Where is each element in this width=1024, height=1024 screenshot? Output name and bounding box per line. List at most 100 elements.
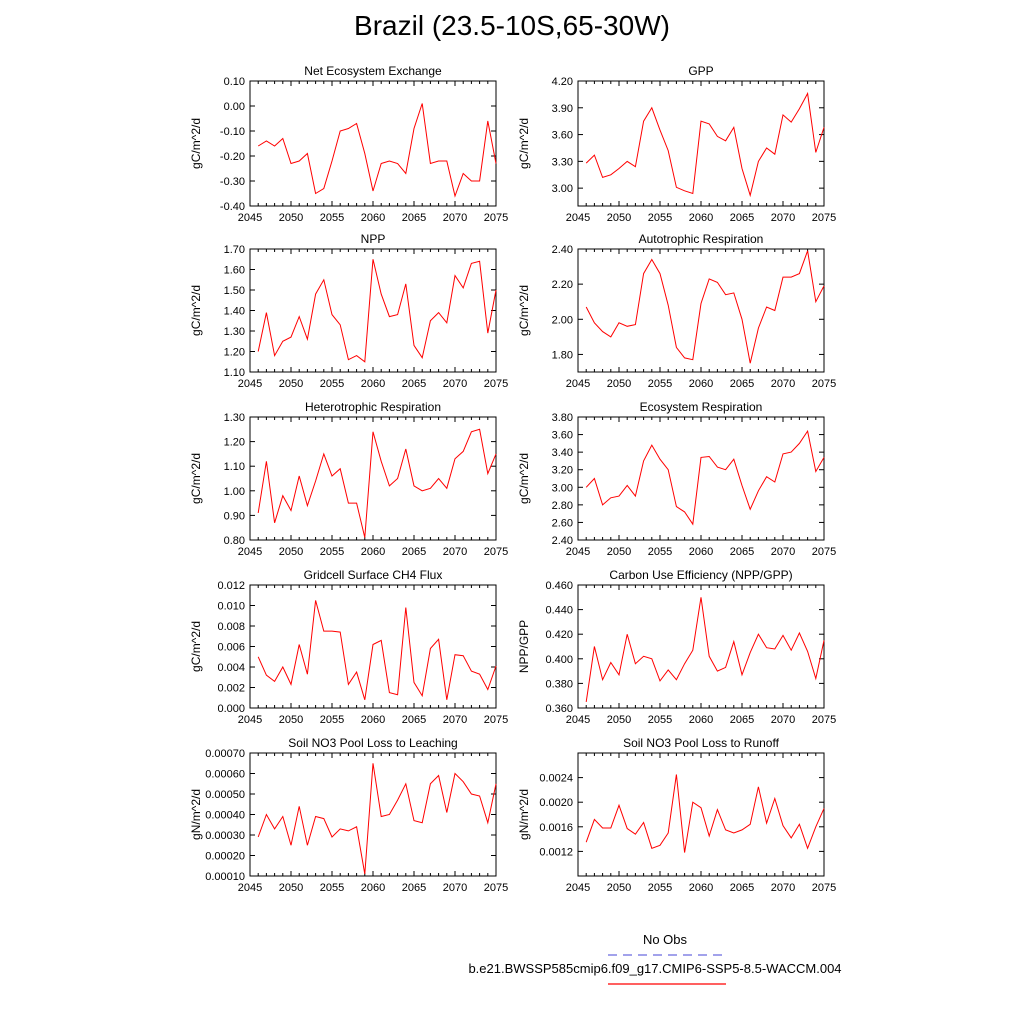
x-tick-label: 2045 <box>566 212 590 224</box>
data-point <box>389 316 390 317</box>
data-point <box>791 121 792 122</box>
data-point <box>750 195 751 196</box>
data-point <box>700 457 701 458</box>
data-point <box>307 674 308 675</box>
x-tick-label: 2050 <box>607 882 631 894</box>
data-point <box>717 282 718 283</box>
data-point <box>791 452 792 453</box>
data-point <box>725 667 726 668</box>
y-tick-label: 0.80 <box>224 535 245 547</box>
chart-panel-10: Soil NO3 Pool Loss to Runoff gN/m^2/d 2045… <box>517 736 836 894</box>
data-point <box>758 161 759 162</box>
x-tick-label: 2045 <box>238 212 262 224</box>
chart-title: Ecosystem Respiration <box>640 400 763 414</box>
x-tick-label: 2065 <box>402 882 426 894</box>
data-point <box>766 147 767 148</box>
data-point <box>315 193 316 194</box>
data-point <box>823 457 824 458</box>
chart-panel-6: Ecosystem Respiration gC/m^2/d 2045 2050 205… <box>517 400 836 558</box>
x-tick-label: 2055 <box>320 378 344 390</box>
data-point <box>413 485 414 486</box>
data-point <box>266 461 267 462</box>
y-tick-label: 0.002 <box>217 683 245 695</box>
data-point <box>323 818 324 819</box>
data-point <box>274 522 275 523</box>
series-line <box>585 597 825 702</box>
data-point <box>430 163 431 164</box>
x-tick-label: 2055 <box>648 212 672 224</box>
x-tick-label: 2070 <box>771 378 795 390</box>
data-point <box>668 469 669 470</box>
data-point <box>766 823 767 824</box>
data-point <box>290 510 291 511</box>
x-tick-label: 2050 <box>607 212 631 224</box>
data-point <box>799 108 800 109</box>
data-point <box>659 130 660 131</box>
y-tick-label: 0.008 <box>217 621 245 633</box>
x-tick-label: 2050 <box>279 212 303 224</box>
data-point <box>372 644 373 645</box>
data-point <box>610 174 611 175</box>
y-tick-label: 3.00 <box>552 482 573 494</box>
data-point <box>397 694 398 695</box>
data-point <box>741 829 742 830</box>
data-point <box>331 631 332 632</box>
data-point <box>397 800 398 801</box>
data-point <box>364 153 365 154</box>
plot-frame <box>249 248 497 373</box>
data-point <box>348 684 349 685</box>
data-point <box>282 816 283 817</box>
data-point <box>643 121 644 122</box>
data-point <box>659 845 660 846</box>
x-tick-label: 2070 <box>443 882 467 894</box>
data-point <box>463 781 464 782</box>
series-line <box>257 600 497 700</box>
plot-frame <box>249 80 497 207</box>
data-point <box>594 478 595 479</box>
data-point <box>405 283 406 284</box>
data-point <box>750 824 751 825</box>
x-tick-label: 2045 <box>238 882 262 894</box>
data-point <box>413 345 414 346</box>
data-point <box>651 658 652 659</box>
data-point <box>602 504 603 505</box>
y-tick-label: 3.30 <box>552 156 573 168</box>
data-point <box>282 138 283 139</box>
data-point <box>750 509 751 510</box>
data-point <box>635 166 636 167</box>
y-axis-label: gN/m^2/d <box>517 789 531 840</box>
data-point <box>356 826 357 827</box>
data-point <box>627 161 628 162</box>
data-point <box>438 478 439 479</box>
data-point <box>438 160 439 161</box>
data-point <box>651 445 652 446</box>
y-tick-label: 0.00040 <box>205 810 245 822</box>
data-point <box>807 250 808 251</box>
data-point <box>258 836 259 837</box>
x-tick-label: 2070 <box>443 546 467 558</box>
x-tick-label: 2065 <box>730 212 754 224</box>
data-point <box>782 825 783 826</box>
data-point <box>479 795 480 796</box>
series-line <box>257 103 497 198</box>
data-point <box>815 678 816 679</box>
data-point <box>274 681 275 682</box>
data-point <box>495 163 496 164</box>
data-point <box>422 103 423 104</box>
data-point <box>405 448 406 449</box>
y-tick-label: 0.000 <box>217 703 245 715</box>
data-point <box>372 431 373 432</box>
data-point <box>823 127 824 128</box>
y-tick-label: 2.00 <box>552 314 573 326</box>
data-point <box>454 654 455 655</box>
x-tick-label: 2075 <box>812 378 836 390</box>
x-tick-label: 2070 <box>443 714 467 726</box>
data-point <box>717 671 718 672</box>
x-tick-label: 2055 <box>320 546 344 558</box>
x-tick-label: 2070 <box>771 212 795 224</box>
data-point <box>750 363 751 364</box>
data-point <box>389 160 390 161</box>
data-point <box>782 114 783 115</box>
x-tick-label: 2055 <box>648 546 672 558</box>
